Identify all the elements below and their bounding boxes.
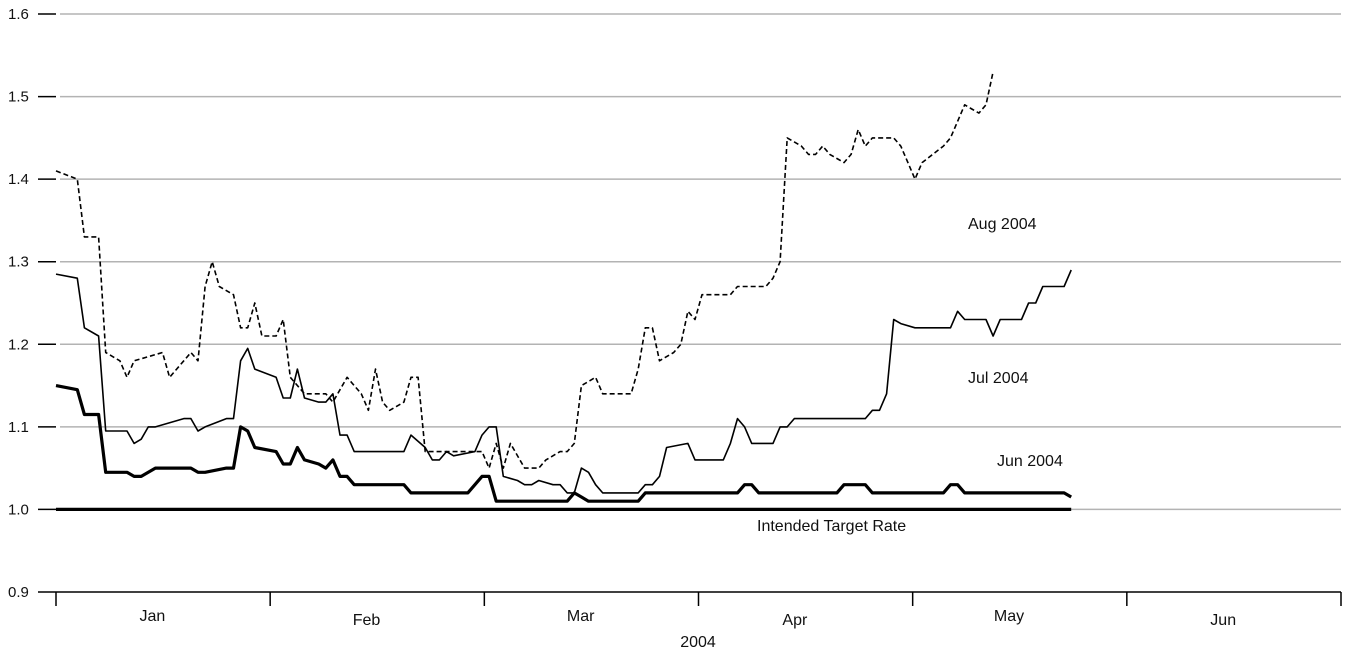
- x-tick-label: Apr: [782, 612, 808, 629]
- label-jun-2004: Jun 2004: [997, 453, 1063, 470]
- y-tick-label: 1.4: [8, 171, 29, 188]
- series-line-jul-2004: [55, 269, 1072, 494]
- x-axis-title: 2004: [680, 634, 716, 651]
- y-tick-label: 1.5: [8, 89, 29, 106]
- y-tick-label: 1.1: [8, 419, 29, 436]
- label-aug-2004: Aug 2004: [968, 216, 1037, 233]
- label-jul-2004: Jul 2004: [968, 370, 1029, 387]
- series-group: [55, 71, 1073, 511]
- x-tick-label: Jan: [139, 608, 165, 625]
- label-intended-target-rate: Intended Target Rate: [757, 518, 906, 535]
- y-tick-label: 1.3: [8, 254, 29, 271]
- x-axis: Jan Feb Mar Apr May Jun: [55, 591, 1342, 629]
- y-axis: 0.9 1.0 1.1 1.2 1.3 1.4 1.5 1.6: [8, 6, 56, 601]
- x-tick-label: Mar: [567, 608, 595, 625]
- series-line-aug-2004: [55, 71, 994, 469]
- series-line-jun-2004: [55, 384, 1073, 503]
- y-tick-label: 0.9: [8, 584, 29, 601]
- grid-lines: [60, 13, 1341, 511]
- x-tick-label: May: [994, 608, 1024, 625]
- x-tick-label: Feb: [353, 612, 381, 629]
- x-tick-label: Jun: [1210, 612, 1236, 629]
- series-labels: Aug 2004 Jul 2004 Jun 2004 Intended Targ…: [757, 216, 1063, 535]
- y-tick-label: 1.6: [8, 6, 29, 23]
- y-tick-label: 1.0: [8, 501, 29, 518]
- y-tick-label: 1.2: [8, 336, 29, 353]
